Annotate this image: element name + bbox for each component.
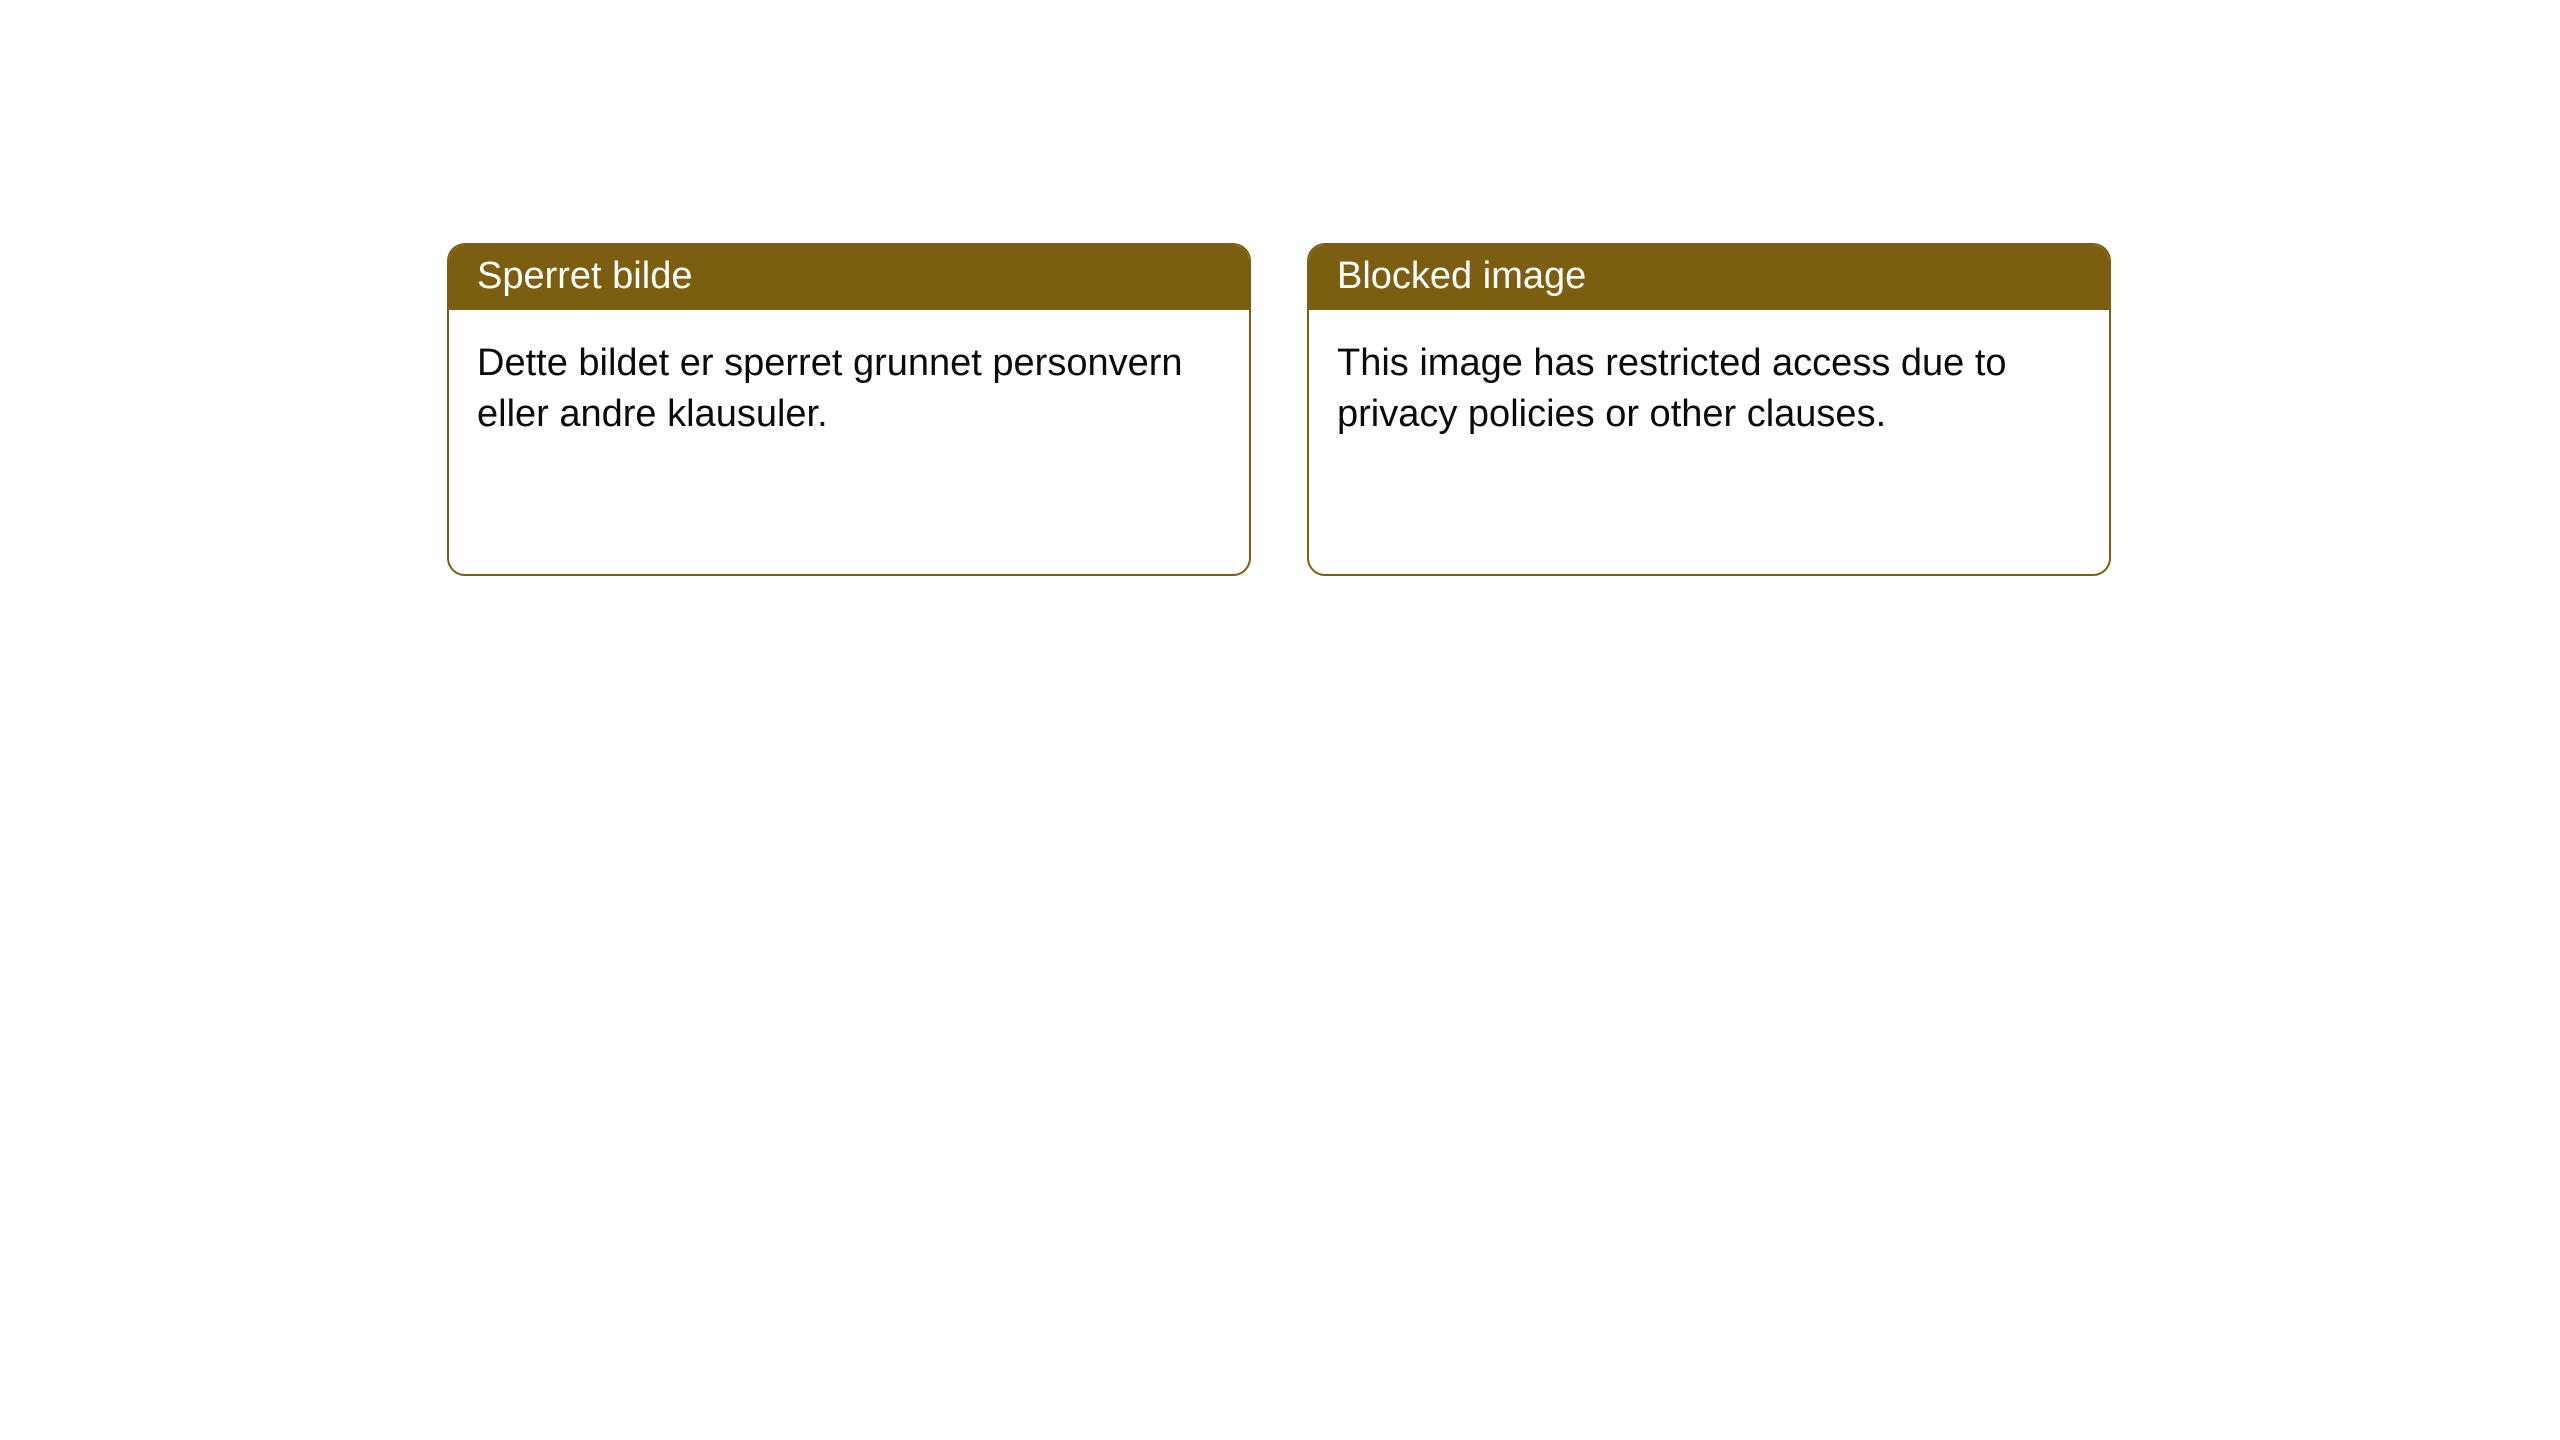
notice-header-no: Sperret bilde <box>449 245 1249 310</box>
notice-title-en: Blocked image <box>1337 255 1586 297</box>
notice-text-no: Dette bildet er sperret grunnet personve… <box>477 342 1183 435</box>
notice-text-en: This image has restricted access due to … <box>1337 342 2007 435</box>
notice-body-en: This image has restricted access due to … <box>1309 310 2109 469</box>
notice-title-no: Sperret bilde <box>477 255 692 297</box>
notice-box-en: Blocked image This image has restricted … <box>1307 243 2111 576</box>
notice-container: Sperret bilde Dette bildet er sperret gr… <box>0 0 2560 576</box>
notice-body-no: Dette bildet er sperret grunnet personve… <box>449 310 1249 469</box>
notice-box-no: Sperret bilde Dette bildet er sperret gr… <box>447 243 1251 576</box>
notice-header-en: Blocked image <box>1309 245 2109 310</box>
